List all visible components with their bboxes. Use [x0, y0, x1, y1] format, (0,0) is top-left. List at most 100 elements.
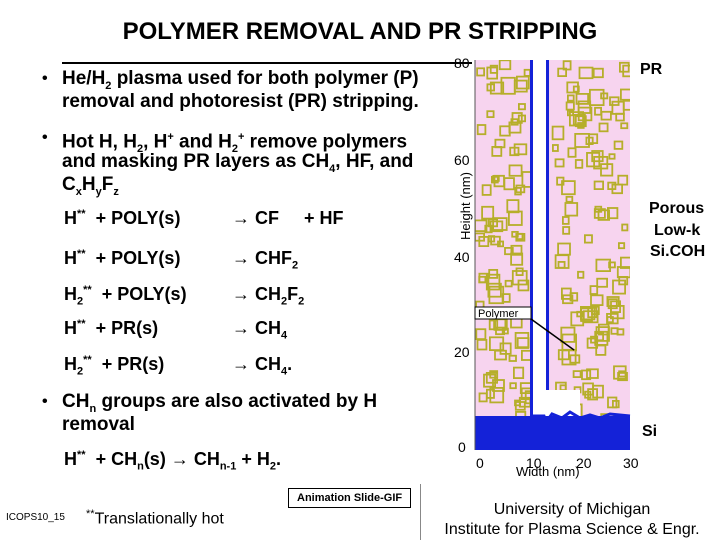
si-interface	[532, 410, 631, 426]
reaction-1-lhs: H** + POLY(s)	[64, 208, 181, 228]
pore	[504, 279, 513, 288]
trench	[532, 58, 546, 416]
pore	[510, 252, 524, 266]
pore	[490, 235, 501, 246]
pore	[499, 125, 511, 137]
pore	[514, 186, 522, 196]
pore	[514, 331, 530, 349]
polymer-left-wall	[530, 60, 533, 416]
title-rule	[62, 62, 472, 64]
pore	[586, 152, 601, 168]
institution-line-2: Institute for Plasma Science & Engr.	[444, 521, 700, 538]
pore	[622, 64, 630, 78]
pore	[509, 146, 520, 157]
pore	[513, 79, 528, 93]
pore	[595, 258, 611, 273]
pore	[583, 234, 593, 244]
pore	[597, 209, 611, 221]
x-tick: 20	[576, 455, 592, 471]
pore	[564, 202, 579, 217]
pore	[478, 275, 487, 284]
y-axis-label: Height (nm)	[458, 172, 473, 240]
reaction-3-lhs: H2** + POLY(s)	[64, 284, 187, 308]
pore	[577, 270, 585, 279]
pore	[574, 159, 584, 169]
animation-slide-button[interactable]: Animation Slide-GIF	[288, 488, 412, 508]
x-tick: 10	[526, 455, 542, 471]
pore	[567, 147, 577, 158]
pore	[497, 240, 504, 248]
reaction-3-rhs: → CH2F2	[232, 284, 305, 308]
activation-reaction: H** + CHn(s) → CHn-1 + H2.	[64, 449, 281, 473]
pore	[489, 81, 505, 95]
si-label: Si	[642, 423, 657, 440]
slide-id: ICOPS10_15	[6, 512, 65, 523]
pore	[485, 273, 501, 291]
pore	[588, 88, 605, 106]
pore	[510, 118, 519, 126]
low-k-background	[475, 60, 630, 450]
pore	[511, 230, 519, 238]
pore	[489, 64, 499, 74]
pore	[476, 124, 487, 136]
pore	[621, 223, 629, 232]
pore	[572, 370, 582, 379]
y-tick: 80	[454, 55, 470, 71]
polymer-pointer	[530, 318, 575, 351]
pore	[481, 205, 495, 220]
pore	[554, 158, 565, 168]
pore	[504, 246, 514, 256]
reaction-5-lhs: H2** + PR(s)	[64, 354, 165, 378]
pore	[515, 184, 526, 194]
pore	[617, 371, 628, 382]
pore	[488, 285, 505, 305]
pore	[501, 327, 509, 335]
pore	[613, 140, 624, 150]
pore	[600, 92, 609, 100]
pore	[616, 266, 630, 279]
institution-line-1: University of Michigan	[493, 501, 651, 518]
reaction-2-rhs: → CHF2	[232, 248, 299, 272]
pore	[511, 270, 528, 286]
pore	[492, 217, 508, 231]
x-axis-label: Width (nm)	[516, 464, 580, 479]
bullet-1-line-2: removal and photoresist (PR) stripping.	[62, 91, 419, 112]
pore	[619, 256, 630, 269]
pore	[495, 326, 506, 336]
footer-divider	[420, 484, 421, 540]
slide-title: POLYMER REMOVAL AND PR STRIPPING	[122, 18, 598, 45]
pore	[508, 164, 523, 177]
pore	[586, 368, 599, 379]
pore	[590, 294, 604, 307]
pore	[606, 296, 620, 308]
pore	[585, 136, 594, 145]
pore	[567, 94, 575, 102]
bullet-3-line-2: removal	[62, 414, 135, 435]
pore	[593, 180, 605, 190]
pore	[488, 319, 499, 331]
pore	[606, 207, 619, 220]
polymer-label: Polymer	[478, 308, 519, 320]
pore	[511, 112, 523, 124]
pore	[590, 335, 599, 344]
pore	[508, 354, 517, 362]
pore	[484, 224, 493, 234]
pore	[561, 180, 576, 196]
pore	[620, 122, 629, 130]
y-tick: 0	[458, 439, 466, 455]
porous-label-line-1: Porous	[649, 200, 704, 217]
pore	[476, 67, 485, 77]
pore	[617, 242, 626, 250]
pore	[514, 401, 526, 411]
reaction-4-rhs: → CH4	[232, 318, 288, 342]
bullet-2-line-1: Hot H, H2, H+ and H2+ remove polymers	[62, 131, 408, 156]
footnote: **Translationally hot	[86, 508, 224, 528]
pore	[562, 60, 572, 71]
pore	[593, 208, 606, 219]
pore	[572, 85, 580, 93]
bullet-1-line-1: He/H2 plasma used for both polymer (P)	[62, 68, 419, 92]
pore	[562, 226, 571, 235]
pore	[589, 285, 599, 295]
polymer-label-box	[474, 306, 532, 320]
etch-profile-figure: 80 60 40 20 0 0 10 20 30 Width (nm) Heig…	[454, 55, 705, 479]
